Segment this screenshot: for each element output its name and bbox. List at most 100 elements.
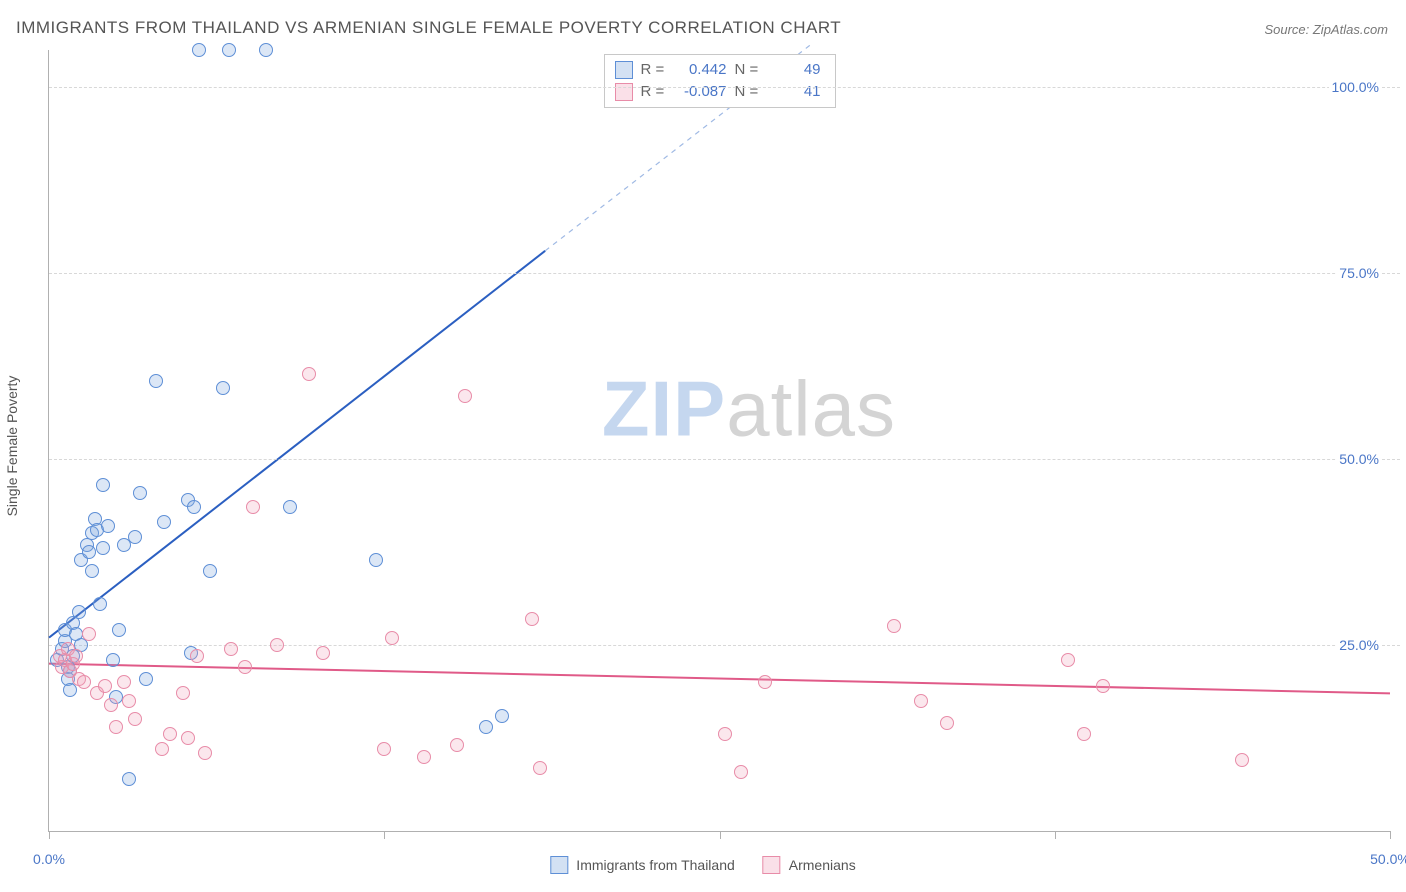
scatter-point <box>122 772 136 786</box>
scatter-point <box>101 519 115 533</box>
scatter-point <box>157 515 171 529</box>
scatter-point <box>246 500 260 514</box>
y-tick-label: 75.0% <box>1336 264 1382 282</box>
scatter-point <box>940 716 954 730</box>
x-tick <box>384 831 385 839</box>
plot-inner: ZIPatlas R = 0.442 N = 49 R = -0.087 N =… <box>49 50 1390 831</box>
scatter-point <box>259 43 273 57</box>
trend-lines-svg <box>49 50 1390 831</box>
gridline <box>49 87 1400 88</box>
x-tick-label: 50.0% <box>1370 851 1406 867</box>
chart-title: IMMIGRANTS FROM THAILAND VS ARMENIAN SIN… <box>16 18 841 38</box>
scatter-point <box>104 698 118 712</box>
scatter-point <box>238 660 252 674</box>
legend-row-thailand: R = 0.442 N = 49 <box>615 59 821 81</box>
scatter-point <box>176 686 190 700</box>
x-tick <box>1055 831 1056 839</box>
scatter-point <box>302 367 316 381</box>
gridline <box>49 459 1400 460</box>
scatter-point <box>369 553 383 567</box>
swatch-thailand-icon <box>550 856 568 874</box>
scatter-point <box>758 675 772 689</box>
scatter-point <box>133 486 147 500</box>
correlation-legend: R = 0.442 N = 49 R = -0.087 N = 41 <box>604 54 836 108</box>
plot-area: ZIPatlas R = 0.442 N = 49 R = -0.087 N =… <box>48 50 1390 832</box>
scatter-point <box>718 727 732 741</box>
scatter-point <box>222 43 236 57</box>
scatter-point <box>82 627 96 641</box>
scatter-point <box>533 761 547 775</box>
x-tick-label: 0.0% <box>33 851 65 867</box>
scatter-point <box>96 478 110 492</box>
scatter-point <box>216 381 230 395</box>
gridline <box>49 273 1400 274</box>
scatter-point <box>377 742 391 756</box>
scatter-point <box>96 541 110 555</box>
scatter-point <box>149 374 163 388</box>
scatter-point <box>1235 753 1249 767</box>
scatter-point <box>106 653 120 667</box>
scatter-point <box>203 564 217 578</box>
legend-item-armenians: Armenians <box>763 856 856 874</box>
series-legend: Immigrants from Thailand Armenians <box>550 856 855 874</box>
scatter-point <box>224 642 238 656</box>
scatter-point <box>198 746 212 760</box>
y-tick-label: 100.0% <box>1329 78 1382 96</box>
scatter-point <box>385 631 399 645</box>
y-tick-label: 25.0% <box>1336 636 1382 654</box>
scatter-point <box>283 500 297 514</box>
swatch-armenians-icon <box>763 856 781 874</box>
legend-item-thailand: Immigrants from Thailand <box>550 856 734 874</box>
r-value-thailand: 0.442 <box>673 59 727 81</box>
scatter-point <box>1061 653 1075 667</box>
scatter-point <box>98 679 112 693</box>
scatter-point <box>69 649 83 663</box>
n-label: N = <box>735 59 759 81</box>
scatter-point <box>72 605 86 619</box>
n-value-armenians: 41 <box>767 81 821 103</box>
scatter-point <box>495 709 509 723</box>
scatter-point <box>525 612 539 626</box>
scatter-point <box>163 727 177 741</box>
swatch-armenians-icon <box>615 83 633 101</box>
scatter-point <box>82 545 96 559</box>
scatter-point <box>112 623 126 637</box>
r-label: R = <box>641 59 665 81</box>
x-tick <box>1390 831 1391 839</box>
scatter-point <box>479 720 493 734</box>
scatter-point <box>181 731 195 745</box>
n-value-thailand: 49 <box>767 59 821 81</box>
legend-row-armenians: R = -0.087 N = 41 <box>615 81 821 103</box>
scatter-point <box>458 389 472 403</box>
r-label: R = <box>641 81 665 103</box>
n-label: N = <box>735 81 759 103</box>
scatter-point <box>93 597 107 611</box>
scatter-point <box>117 675 131 689</box>
scatter-point <box>734 765 748 779</box>
scatter-point <box>128 530 142 544</box>
scatter-point <box>109 720 123 734</box>
scatter-point <box>128 712 142 726</box>
scatter-point <box>450 738 464 752</box>
x-tick <box>49 831 50 839</box>
swatch-thailand-icon <box>615 61 633 79</box>
source-attribution: Source: ZipAtlas.com <box>1264 22 1388 37</box>
y-tick-label: 50.0% <box>1336 450 1382 468</box>
scatter-point <box>1077 727 1091 741</box>
scatter-point <box>85 564 99 578</box>
scatter-point <box>192 43 206 57</box>
x-tick <box>720 831 721 839</box>
scatter-point <box>139 672 153 686</box>
scatter-point <box>190 649 204 663</box>
scatter-point <box>914 694 928 708</box>
scatter-point <box>316 646 330 660</box>
scatter-point <box>77 675 91 689</box>
scatter-point <box>887 619 901 633</box>
gridline <box>49 645 1400 646</box>
legend-label-thailand: Immigrants from Thailand <box>576 857 734 873</box>
legend-label-armenians: Armenians <box>789 857 856 873</box>
scatter-point <box>270 638 284 652</box>
scatter-point <box>122 694 136 708</box>
scatter-point <box>187 500 201 514</box>
scatter-point <box>417 750 431 764</box>
